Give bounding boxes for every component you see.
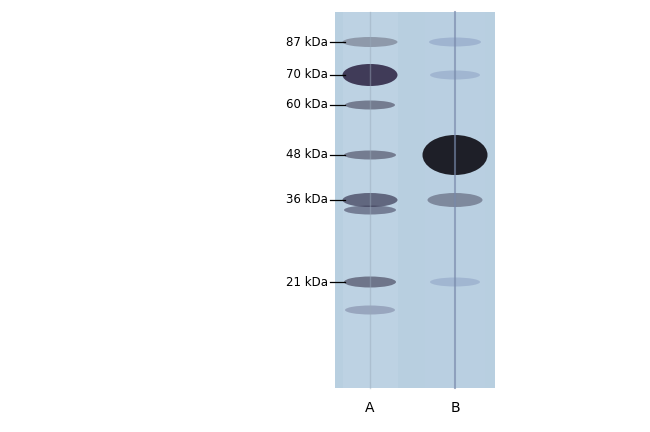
Bar (335, 12, 495, 388)
Bar (425, 12, 485, 388)
Text: B: B (450, 401, 460, 415)
Ellipse shape (430, 277, 480, 286)
Ellipse shape (344, 206, 396, 215)
Text: A: A (365, 401, 375, 415)
Text: 70 kDa: 70 kDa (286, 69, 328, 82)
Ellipse shape (430, 70, 480, 79)
Text: 48 kDa: 48 kDa (286, 149, 328, 162)
Ellipse shape (343, 64, 398, 86)
Text: 87 kDa: 87 kDa (286, 35, 328, 48)
Ellipse shape (345, 305, 395, 314)
Ellipse shape (429, 38, 481, 47)
Text: 60 kDa: 60 kDa (286, 98, 328, 111)
Ellipse shape (343, 37, 398, 47)
Ellipse shape (344, 276, 396, 288)
Text: 21 kDa: 21 kDa (286, 276, 328, 289)
Ellipse shape (343, 193, 398, 207)
Ellipse shape (345, 101, 395, 109)
Ellipse shape (344, 150, 396, 159)
Ellipse shape (428, 193, 482, 207)
Text: 36 kDa: 36 kDa (286, 194, 328, 206)
Ellipse shape (422, 135, 488, 175)
Bar (343, 12, 398, 388)
